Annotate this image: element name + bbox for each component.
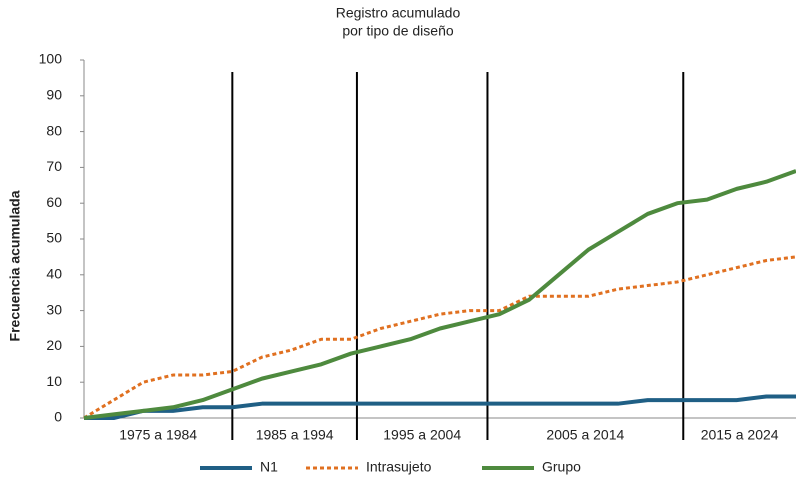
y-tick-label: 40 [46,266,62,282]
chart-title: Registro acumulado [336,5,461,21]
y-tick-label: 50 [46,230,62,246]
y-tick-label: 20 [46,337,62,353]
legend-label: N1 [260,459,278,475]
y-tick-label: 100 [39,51,63,67]
y-tick-label: 30 [46,301,62,317]
y-tick-label: 90 [46,87,62,103]
legend-label: Intrasujeto [366,459,432,475]
period-label: 1975 a 1984 [119,427,197,443]
period-label: 2015 a 2024 [701,427,779,443]
y-axis-label: Frecuencia acumulada [7,190,23,341]
y-tick-label: 10 [46,373,62,389]
series-line [83,255,796,420]
series-line [83,169,796,420]
legend-label: Grupo [542,459,581,475]
y-tick-label: 80 [46,122,62,138]
y-tick-label: 0 [54,409,62,425]
y-tick-label: 60 [46,194,62,210]
period-label: 2005 a 2014 [546,427,624,443]
chart-title: por tipo de diseño [342,23,454,39]
series-line [84,394,796,420]
y-tick-label: 70 [46,158,62,174]
period-label: 1985 a 1994 [256,427,334,443]
period-label: 1995 a 2004 [383,427,461,443]
